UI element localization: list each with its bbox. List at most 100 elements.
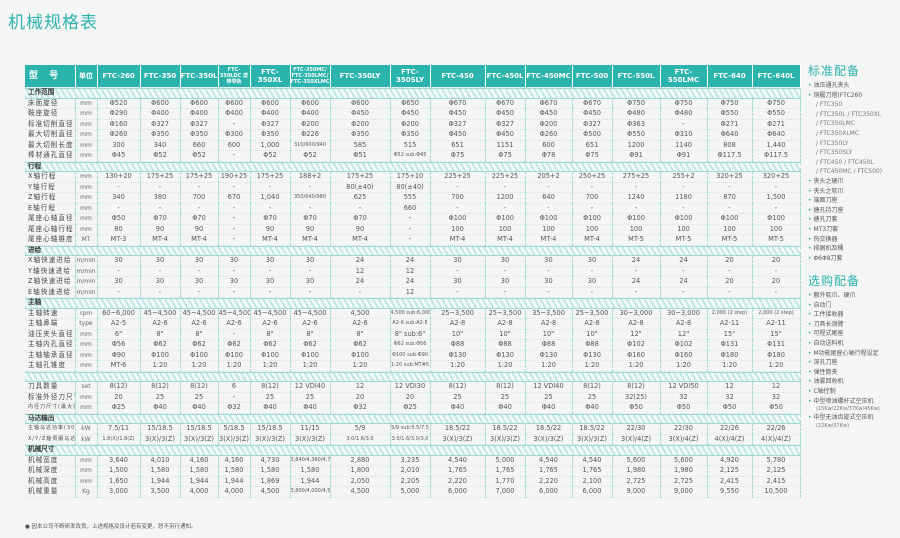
- row-label: 内径刀尺寸(最大径): [25, 402, 76, 414]
- row-label: 鞍座旋径: [25, 108, 76, 120]
- standard-title: 标准配备: [808, 64, 861, 78]
- cell-value: 175+25: [180, 171, 219, 183]
- header-unit: 单位: [75, 65, 98, 88]
- cell-value: -: [660, 182, 708, 193]
- cell-value: 10,500: [752, 486, 801, 498]
- standard-item: Φ6Φ8刀套: [808, 254, 900, 264]
- cell-value: 380: [140, 192, 181, 204]
- standard-item: 铜履刀塔(FTC260: [808, 91, 900, 101]
- cell-value: -: [218, 182, 251, 193]
- cell-value: 4,160: [218, 455, 251, 466]
- row-label: 主轴马达功率(30分): [25, 423, 76, 435]
- cell-value: 3(X)/3(Z): [140, 434, 181, 445]
- cell-value: 1:20: [290, 360, 331, 372]
- standard-item: / FTC350XLMC: [816, 129, 860, 137]
- cell-value: 12: [752, 381, 801, 393]
- cell-value: 1:20: [180, 360, 219, 372]
- cell-value: Φ40: [525, 402, 573, 414]
- cell-value: Φ100: [572, 213, 613, 225]
- cell-value: 4,730: [250, 455, 291, 466]
- cell-value: 555: [390, 192, 431, 204]
- cell-value: 30: [525, 255, 573, 267]
- cell-value: Φ670: [525, 98, 573, 109]
- cell-value: 188+2: [290, 171, 331, 183]
- cell-value: A2-8: [525, 318, 573, 330]
- cell-value: -: [660, 203, 708, 214]
- table-row: 棒材通孔直径 mm Φ45 Φ52 Φ52- Φ52 Φ52 Φ51 Φ52 sub:Φ45 Φ7…: [25, 150, 801, 162]
- cell-value: 24: [660, 255, 708, 267]
- cell-value: Φ32: [330, 402, 391, 414]
- cell-value: Φ131: [752, 339, 801, 351]
- cell-value: A2-5: [97, 318, 141, 330]
- cell-value: 3,235: [390, 455, 431, 466]
- cell-value: -: [290, 266, 331, 277]
- cell-value: Φ290: [97, 108, 141, 120]
- cell-value: 1,580: [290, 465, 331, 477]
- cell-value: -: [180, 266, 219, 277]
- cell-value: 4,160: [180, 455, 219, 466]
- header-model: 型 号: [25, 65, 76, 88]
- cell-value: Φ200: [290, 119, 331, 130]
- row-unit: kW: [75, 423, 98, 435]
- cell-value: Φ500: [572, 129, 613, 141]
- cell-value: 3,500: [140, 486, 181, 498]
- standard-item: 端面刀座: [808, 196, 900, 206]
- cell-value: 1,580: [250, 465, 291, 477]
- cell-value: Φ550: [752, 108, 801, 120]
- cell-value: 2,415: [707, 476, 753, 487]
- cell-value: 8": [330, 329, 391, 340]
- cell-value: MT-4: [430, 234, 486, 246]
- cell-value: MT-4: [180, 234, 219, 246]
- cell-value: -: [525, 203, 573, 214]
- cell-value: -: [250, 287, 291, 298]
- cell-value: 100: [525, 224, 573, 235]
- cell-value: -: [218, 224, 251, 235]
- standard-item: 搪孔刀套: [808, 215, 900, 225]
- optional-item: 工件接收器: [808, 310, 900, 320]
- row-label: 尾座心轴行程: [25, 224, 76, 235]
- model-header: FTC-350XL: [250, 65, 291, 88]
- cell-value: 15/18.5: [250, 423, 291, 435]
- cell-value: A2-6: [218, 318, 251, 330]
- cell-value: 340: [140, 140, 181, 151]
- cell-value: 7.5/11: [97, 423, 141, 435]
- cell-value: Φ45: [97, 150, 141, 162]
- row-unit: mm: [75, 129, 98, 141]
- cell-value: Φ100 sub:Φ90: [390, 350, 431, 361]
- standard-item: 热交换器: [808, 235, 900, 245]
- cell-value: -: [218, 329, 251, 340]
- cell-value: 2,725: [612, 476, 661, 487]
- cell-value: 2,220: [430, 476, 486, 487]
- cell-value: -: [250, 182, 291, 193]
- cell-value: 30: [572, 276, 613, 288]
- cell-value: 8(12): [612, 381, 661, 393]
- section-row: [25, 371, 801, 382]
- cell-value: Φ600: [218, 98, 251, 109]
- cell-value: 4,540: [525, 455, 573, 466]
- cell-value: 651: [572, 140, 613, 151]
- cell-value: 1,980: [660, 465, 708, 477]
- cell-value: 22/26: [707, 423, 753, 435]
- cell-value: 100: [430, 224, 486, 235]
- optional-item: C轴控制: [808, 387, 900, 397]
- cell-value: 24: [612, 276, 661, 288]
- cell-value: 20: [707, 255, 753, 267]
- cell-value: Φ100: [330, 350, 391, 361]
- cell-value: 7,000: [485, 486, 526, 498]
- cell-value: 8": [180, 329, 219, 340]
- standard-item: MT3刀套: [808, 225, 900, 235]
- cell-value: A2-6: [330, 318, 391, 330]
- cell-value: Φ40: [290, 402, 331, 414]
- cell-value: 100: [707, 224, 753, 235]
- cell-value: Φ40: [180, 402, 219, 414]
- table-row: 标准切削直径 mm Φ160 Φ327 Φ327- Φ327 Φ200 Φ200 Φ200 Φ32…: [25, 119, 801, 130]
- table-row: 刀具数量 set 8(12) 8(12) 8(12) 6 8(12) 12 VDI40 12 12…: [25, 381, 801, 393]
- section-title: 进给: [25, 245, 801, 256]
- cell-value: Φ62: [140, 339, 181, 351]
- cell-value: 4,540: [572, 455, 613, 466]
- cell-value: 1,765: [572, 465, 613, 477]
- cell-value: -: [612, 287, 661, 298]
- cell-value: 80(±40): [330, 182, 391, 193]
- row-unit: mm: [75, 150, 98, 162]
- row-unit: set: [75, 381, 98, 393]
